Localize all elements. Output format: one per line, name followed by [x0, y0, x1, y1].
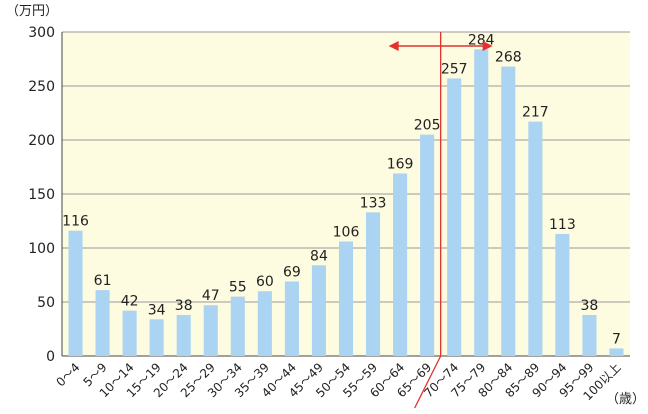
bar-value-label: 116	[62, 214, 89, 230]
bar-value-label: 34	[148, 302, 166, 318]
bar-value-label: 60	[256, 274, 274, 290]
bar	[609, 348, 624, 356]
bar-value-label: 217	[522, 105, 549, 121]
x-tick-label: 0～4	[53, 360, 82, 389]
bar-value-label: 257	[441, 61, 468, 77]
bar-value-label: 38	[581, 298, 599, 314]
bar-value-label: 106	[333, 225, 360, 241]
bar-value-label: 69	[283, 264, 301, 280]
bar	[68, 230, 83, 356]
bar	[393, 173, 408, 356]
bar	[582, 314, 597, 356]
bar-value-label: 55	[229, 280, 247, 296]
bar-value-label: 268	[495, 50, 522, 66]
bar-value-label: 42	[121, 294, 139, 310]
bar	[311, 265, 326, 356]
y-tick-label: 50	[37, 295, 55, 311]
bar	[203, 305, 218, 356]
bar	[338, 241, 354, 356]
bar-value-label: 113	[549, 217, 576, 233]
y-tick-label: 300	[28, 25, 55, 41]
y-axis-unit-label: （万円）	[6, 4, 59, 19]
y-tick-label: 200	[28, 133, 55, 149]
annotation-arrow-left-head	[388, 41, 399, 51]
annotation-divider-tail	[414, 355, 442, 409]
bar	[95, 290, 110, 356]
x-axis-unit-label: （歳）	[606, 392, 646, 407]
bar	[284, 281, 299, 356]
y-tick-label: 100	[28, 241, 55, 257]
bar	[555, 233, 570, 356]
bar	[501, 66, 516, 356]
bar-value-label: 133	[360, 195, 387, 211]
bar	[447, 78, 462, 356]
bar	[176, 314, 191, 356]
y-tick-label: 250	[28, 79, 55, 95]
bar-value-label: 205	[414, 118, 441, 134]
bar	[257, 291, 272, 356]
bar-value-label: 61	[94, 273, 112, 289]
bar-value-label: 84	[310, 248, 328, 264]
bar	[230, 296, 245, 356]
bar	[528, 121, 543, 356]
bar	[122, 310, 137, 356]
y-tick-label: 0	[46, 349, 55, 365]
bar-value-label: 47	[202, 288, 220, 304]
bar	[149, 319, 164, 356]
bar-value-label: 38	[175, 298, 193, 314]
bar	[366, 212, 381, 356]
annotation-arrow-right-head	[482, 41, 493, 51]
bar	[474, 49, 489, 356]
bar-value-label: 7	[612, 331, 621, 347]
bar-value-label: 169	[387, 156, 414, 172]
y-tick-label: 150	[28, 187, 55, 203]
bar	[420, 134, 435, 356]
